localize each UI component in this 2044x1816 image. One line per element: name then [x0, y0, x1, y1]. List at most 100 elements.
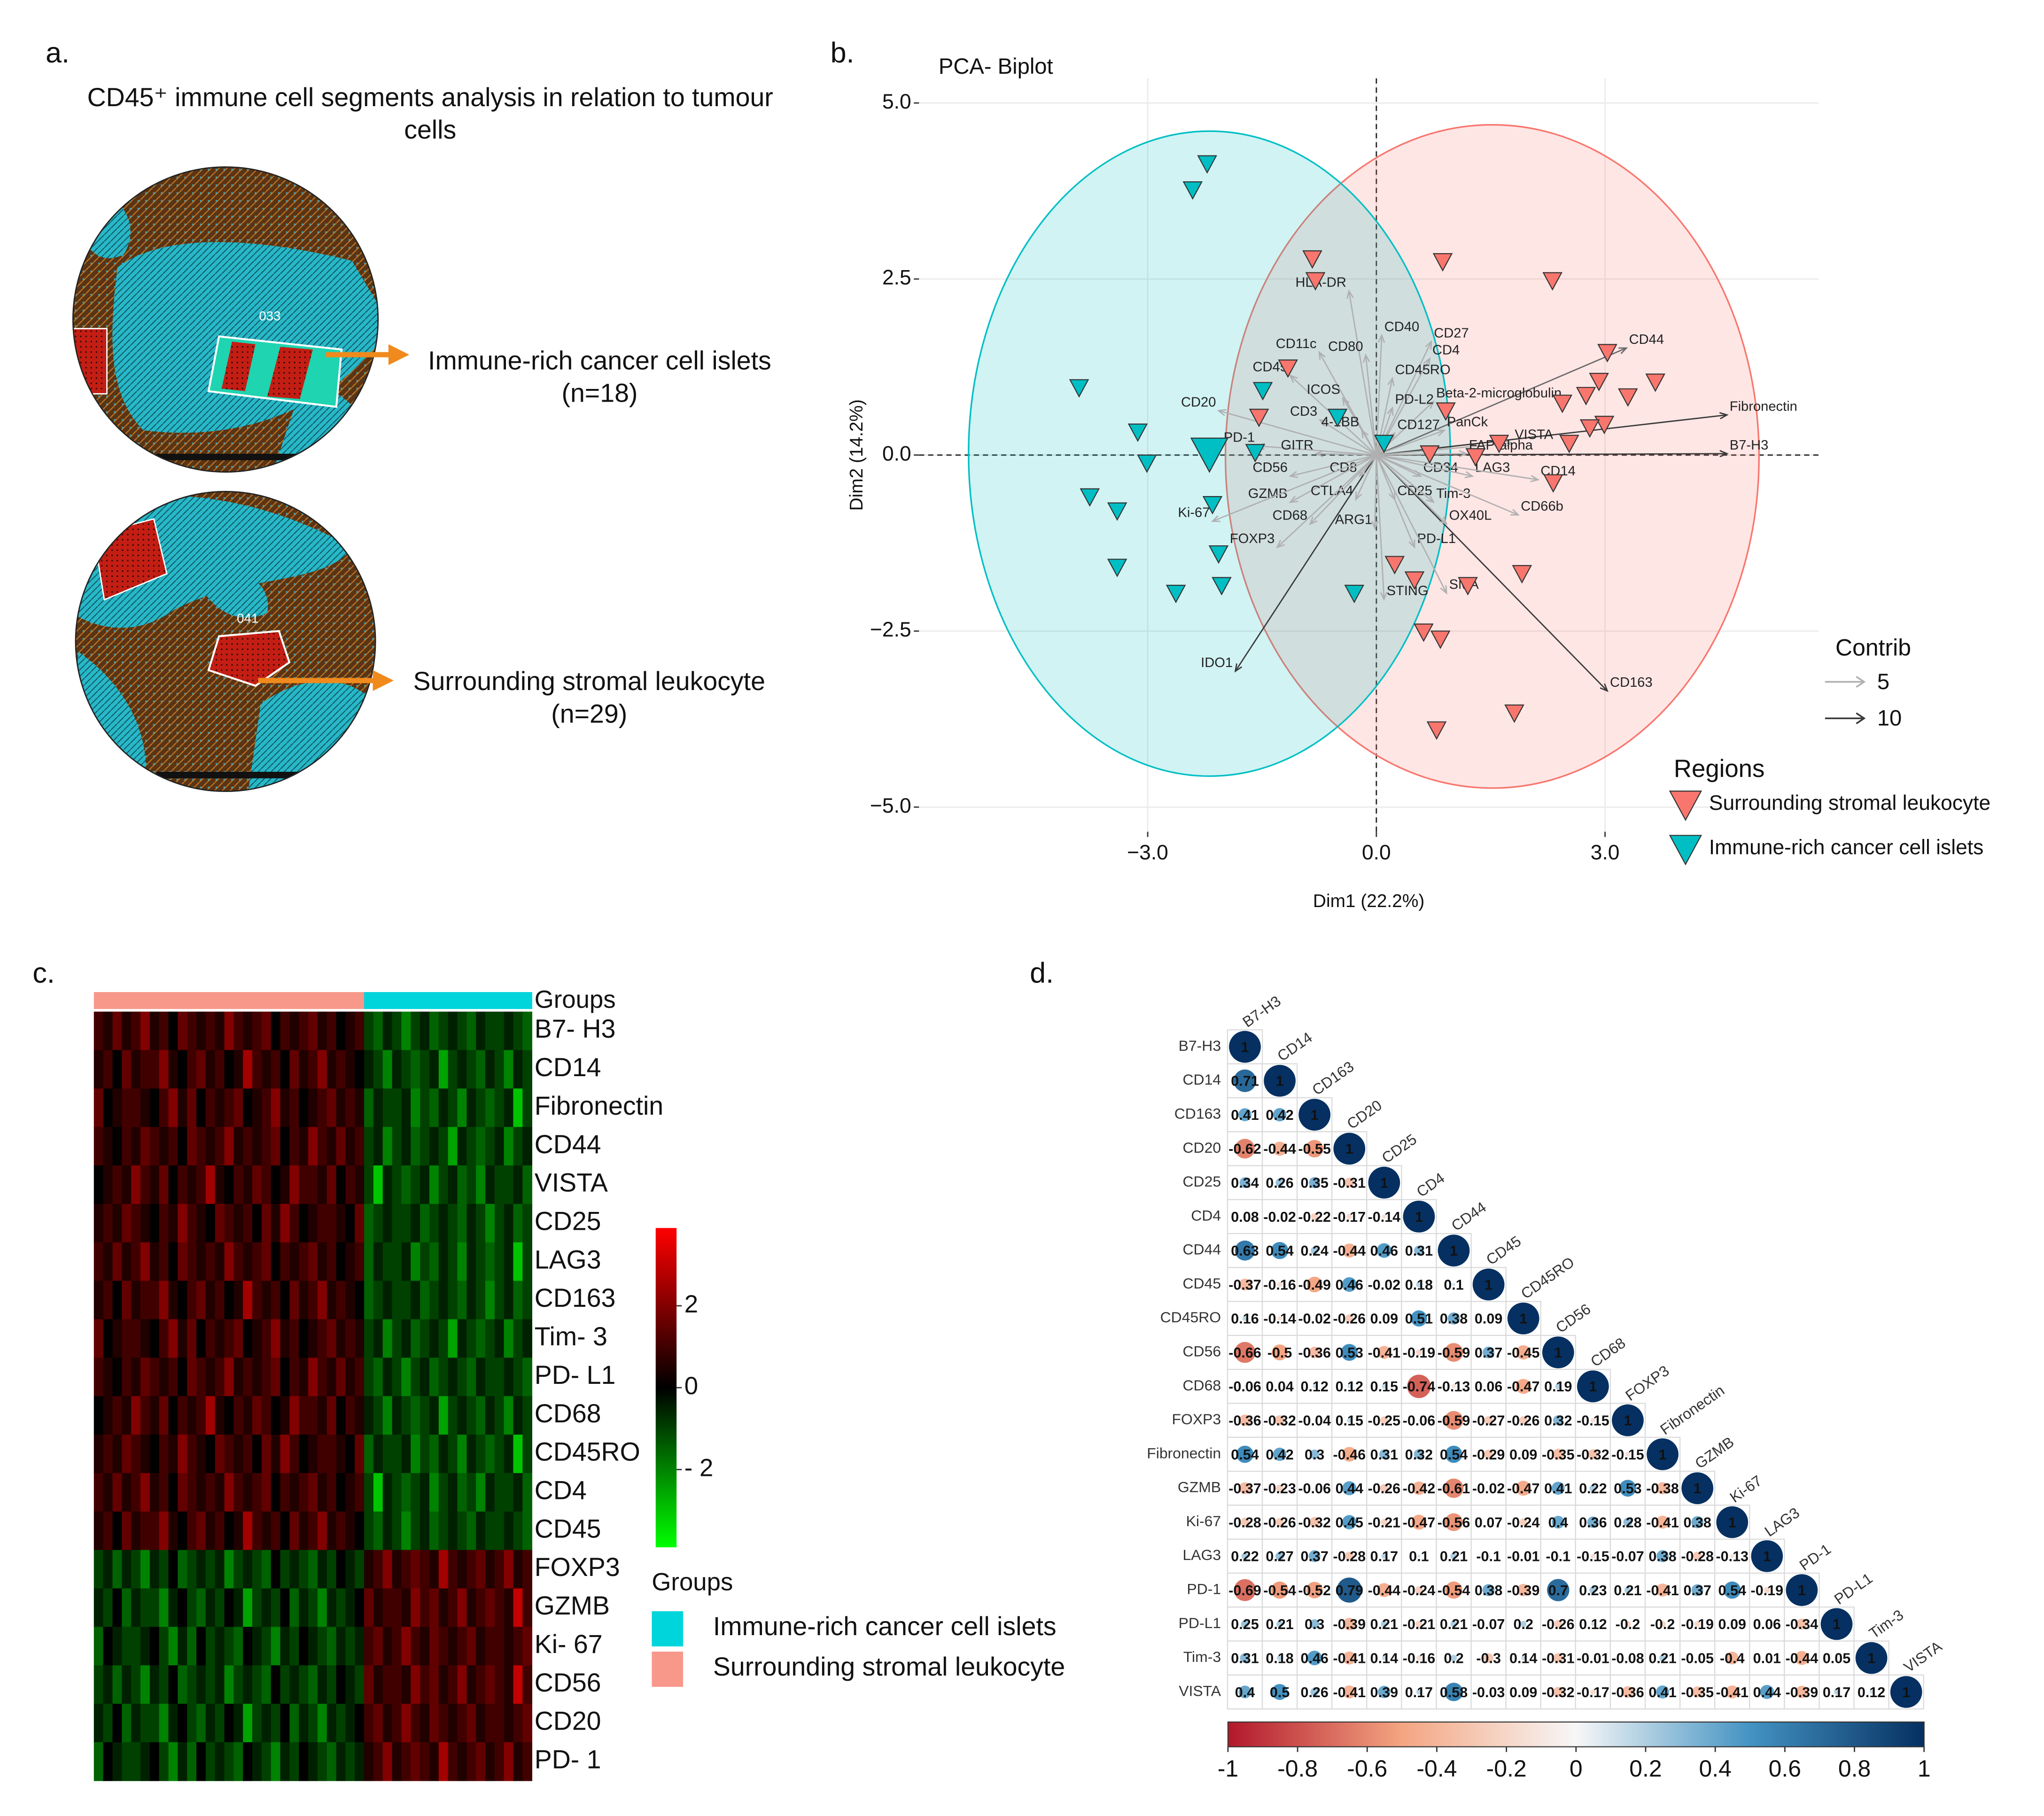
- correlation-circle: [1342, 1243, 1357, 1258]
- heatmap-cell: [504, 1242, 514, 1281]
- variable-label: PD-1: [1224, 430, 1255, 445]
- heatmap-cell: [345, 1473, 356, 1512]
- heatmap-cell: [168, 1358, 179, 1397]
- heatmap-cell: [448, 1242, 458, 1281]
- row-label: CD4: [535, 1475, 587, 1505]
- heatmap-cell: [233, 1127, 244, 1166]
- heatmap-cell: [504, 1127, 514, 1166]
- heatmap-cell: [131, 1203, 141, 1243]
- heatmap-cell: [317, 1511, 327, 1551]
- heatmap-cell: [243, 1473, 253, 1512]
- row-label: CD44: [1183, 1241, 1221, 1258]
- heatmap-cell: [140, 1165, 150, 1204]
- correlation-label: -0.27: [1472, 1413, 1505, 1429]
- confidence-ellipse: [1224, 124, 1760, 789]
- data-point: [1107, 502, 1127, 521]
- heatmap-cell: [336, 1088, 346, 1128]
- heatmap-cell: [308, 1704, 318, 1743]
- correlation-circle: [1552, 1449, 1564, 1460]
- heatmap-cell: [420, 1742, 430, 1781]
- heatmap-cell: [252, 1396, 262, 1435]
- heatmap-cell: [205, 1281, 216, 1320]
- variable-label: VISTA: [1515, 427, 1554, 442]
- heatmap-cell: [355, 1203, 365, 1243]
- heatmap-cell: [252, 1050, 262, 1089]
- panel-label: a.: [46, 37, 70, 69]
- heatmap-cell: [159, 1242, 169, 1281]
- heatmap-cell: [159, 1435, 169, 1474]
- loading-arrow: [1289, 454, 1377, 478]
- correlation-circle: [1341, 1344, 1358, 1361]
- heatmap-cell: [513, 1550, 523, 1589]
- heatmap-cell: [261, 1242, 272, 1281]
- heatmap-cell: [205, 1242, 216, 1281]
- heatmap-cell: [522, 1396, 532, 1435]
- heatmap-cell: [93, 1011, 104, 1051]
- correlation-circle: [1240, 1518, 1250, 1527]
- variable-label: CD45RO: [1395, 362, 1450, 377]
- data-point: [1384, 556, 1405, 574]
- heatmap-cell: [420, 1050, 430, 1089]
- colorbar-label: 0: [1570, 1755, 1583, 1782]
- heatmap-cell: [289, 1627, 300, 1666]
- heatmap-cell: [494, 1358, 505, 1397]
- heatmap-cell: [233, 1511, 244, 1551]
- heatmap-cell: [243, 1435, 253, 1474]
- correlation-circle: [1382, 1655, 1387, 1661]
- correlation-label: 0.09: [1370, 1311, 1398, 1327]
- heatmap-cell: [392, 1203, 402, 1243]
- heatmap-cell: [457, 1050, 467, 1089]
- heatmap-cell: [476, 1665, 486, 1704]
- loading-arrow: [1346, 289, 1377, 455]
- heatmap-cell: [429, 1165, 439, 1204]
- row-label: FOXP3: [535, 1552, 620, 1582]
- heatmap-cell: [317, 1242, 327, 1281]
- heatmap-cell: [457, 1473, 467, 1512]
- heatmap-cell: [336, 1165, 346, 1204]
- loading-arrow: [1355, 455, 1377, 501]
- correlation-circle: [1238, 1685, 1251, 1699]
- heatmap-cell: [392, 1358, 402, 1397]
- correlation-label: -0.26: [1507, 1413, 1540, 1429]
- heatmap-cell: [364, 1319, 374, 1358]
- heatmap-cell: [112, 1088, 123, 1128]
- heatmap-cell: [392, 1242, 402, 1281]
- heatmap-cell: [345, 1011, 356, 1051]
- heatmap-cell: [317, 1011, 327, 1051]
- correlation-label: -0.03: [1472, 1684, 1505, 1700]
- heatmap-cell: [122, 1473, 132, 1512]
- heatmap-cell: [187, 1088, 197, 1128]
- heatmap-cell: [382, 1127, 393, 1166]
- heatmap-cell: [373, 1665, 383, 1704]
- column-label: Ki-67: [1726, 1472, 1765, 1506]
- heatmap-cell: [140, 1396, 150, 1435]
- heatmap-cell: [364, 1165, 374, 1204]
- correlation-circle: [1656, 1685, 1669, 1699]
- heatmap-cell: [168, 1435, 179, 1474]
- heatmap-cell: [317, 1281, 327, 1320]
- heatmap-cell: [224, 1088, 234, 1128]
- correlation-circle: [1487, 1317, 1490, 1320]
- correlation-circle: [1452, 1283, 1455, 1286]
- heatmap-cell: [252, 1627, 262, 1666]
- heatmap-cell: [494, 1511, 505, 1551]
- row-label: CD45RO: [535, 1437, 640, 1467]
- heatmap-cell: [345, 1742, 356, 1781]
- heatmap-cell: [308, 1511, 318, 1551]
- heatmap-cell: [326, 1165, 337, 1204]
- heatmap-cell: [196, 1473, 206, 1512]
- correlation-circle: [1624, 1586, 1632, 1594]
- data-point: [1127, 423, 1148, 442]
- correlation-label: 0.53: [1614, 1481, 1641, 1497]
- heatmap-cell: [336, 1665, 346, 1704]
- heatmap-cell: [252, 1511, 262, 1551]
- correlation-circle: [1380, 1416, 1388, 1425]
- correlation-circle: [1693, 1552, 1702, 1561]
- correlation-label: 0.4: [1235, 1684, 1255, 1700]
- heatmap-cell: [280, 1473, 290, 1512]
- heatmap-cell: [159, 1511, 169, 1551]
- heatmap-cell: [494, 1050, 505, 1089]
- heatmap-cell: [289, 1665, 300, 1704]
- correlation-label: -0.36: [1298, 1345, 1331, 1361]
- heatmap-cell: [345, 1665, 356, 1704]
